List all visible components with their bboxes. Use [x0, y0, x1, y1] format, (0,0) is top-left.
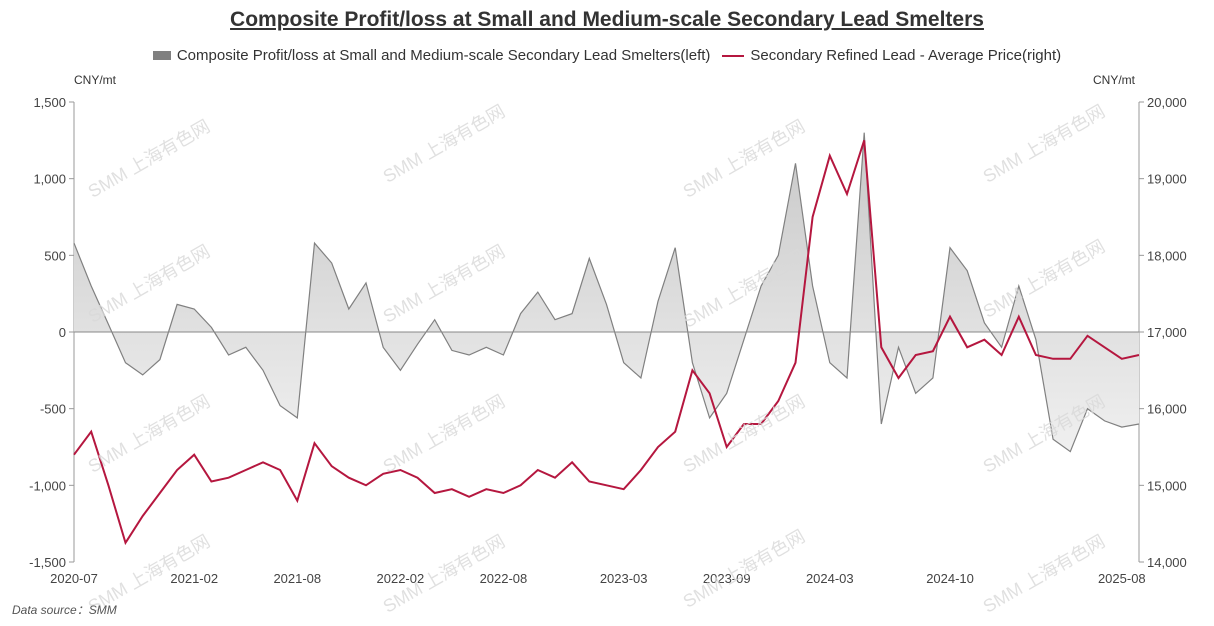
profit-series-line	[73, 132, 1140, 453]
right-tick-label: 17,000	[1147, 325, 1187, 340]
left-tick-label: 500	[44, 248, 66, 263]
x-tick-label: 2024-03	[806, 571, 854, 586]
left-tick-label: -500	[40, 402, 66, 417]
chart-title: Composite Profit/loss at Small and Mediu…	[230, 8, 984, 31]
left-tick-label: 1,000	[33, 172, 66, 187]
legend-item-price[interactable]: Secondary Refined Lead - Average Price(r…	[722, 47, 1061, 64]
x-tick-label: 2025-08	[1098, 571, 1146, 586]
legend-swatch-area	[152, 51, 171, 60]
legend-item-profit[interactable]: Composite Profit/loss at Small and Mediu…	[152, 47, 711, 64]
legend-label-profit: Composite Profit/loss at Small and Mediu…	[176, 47, 711, 64]
chart-legend: Composite Profit/loss at Small and Mediu…	[0, 47, 1214, 64]
profit-area-fill	[74, 132, 1139, 452]
right-tick-label: 16,000	[1147, 402, 1187, 417]
right-axis-unit: CNY/mt	[1093, 73, 1135, 87]
x-tick-label: 2023-09	[703, 571, 751, 586]
x-tick-label: 2022-02	[377, 571, 425, 586]
data-source: Data source：SMM	[12, 603, 117, 617]
price-series-line	[73, 139, 1140, 546]
left-axis-unit: CNY/mt	[74, 73, 116, 87]
legend-label-price: Secondary Refined Lead - Average Price(r…	[750, 47, 1062, 64]
right-tick-label: 15,000	[1147, 478, 1187, 493]
x-tick-label: 2023-03	[600, 571, 648, 586]
right-tick-label: 14,000	[1147, 555, 1187, 570]
x-tick-label: 2024-10	[926, 571, 974, 586]
x-tick-label: 2021-02	[170, 571, 218, 586]
left-tick-label: -1,000	[29, 478, 66, 493]
right-tick-label: 18,000	[1147, 248, 1187, 263]
right-tick-label: 19,000	[1147, 172, 1187, 187]
x-tick-label: 2020-07	[50, 571, 98, 586]
x-tick-label: 2022-08	[480, 571, 528, 586]
left-tick-label: -1,500	[29, 555, 66, 570]
legend-swatch-line	[722, 54, 745, 57]
left-tick-label: 1,500	[33, 95, 66, 110]
left-tick-label: 0	[59, 325, 66, 340]
right-tick-label: 20,000	[1147, 95, 1187, 110]
x-tick-label: 2021-08	[273, 571, 321, 586]
